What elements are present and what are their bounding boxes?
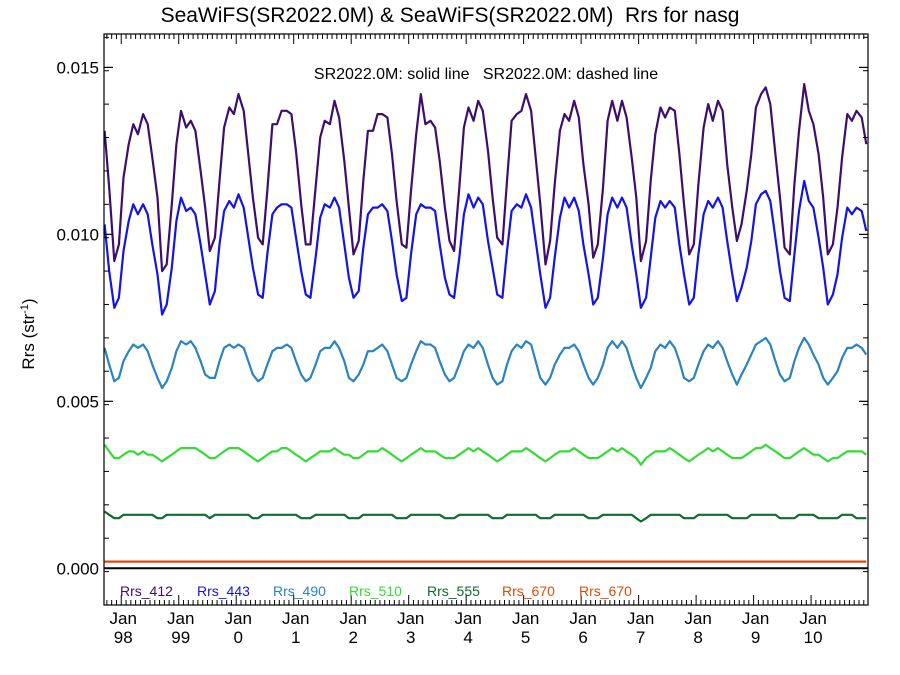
x-tick-label-year: 99 (171, 628, 190, 647)
x-tick-label-year: 98 (114, 628, 133, 647)
y-axis-label-main: Rrs (str (19, 314, 38, 370)
x-tick-label-month: Jan (167, 609, 194, 628)
legend-item-rrs-490-2: Rrs_490 (273, 583, 326, 599)
chart-annotation: SR2022.0M: solid line SR2022.0M: dashed … (314, 66, 658, 83)
y-axis-label-close: ) (19, 298, 38, 304)
x-tick-label-year: 5 (521, 628, 530, 647)
x-tick-label-month: Jan (512, 609, 539, 628)
axis-layer: 0.0000.0050.0100.015Jan98Jan99Jan0Jan1Ja… (56, 33, 869, 647)
x-tick-label-month: Jan (684, 609, 711, 628)
legend-item-rrs-670-6: Rrs_670 (579, 583, 632, 599)
x-tick-label-month: Jan (569, 609, 596, 628)
x-tick-label-month: Jan (799, 609, 826, 628)
legend-item-rrs-670-5: Rrs_670 (502, 583, 555, 599)
x-tick-label-year: 7 (636, 628, 645, 647)
y-axis-label-sup: -1 (19, 304, 31, 314)
series-line-rrs-555-4 (103, 510, 867, 523)
legend-item-rrs-443-1: Rrs_443 (197, 583, 250, 599)
x-tick-label-year: 2 (348, 628, 357, 647)
y-tick-label: 0.015 (56, 58, 99, 77)
x-tick-label-month: Jan (627, 609, 654, 628)
x-tick-label-month: Jan (454, 609, 481, 628)
series-line-rrs-412-0 (103, 82, 868, 273)
x-tick-label-month: Jan (110, 609, 137, 628)
x-tick-label-year: 4 (463, 628, 472, 647)
y-tick-label: 0.005 (56, 392, 99, 411)
series-line-rrs-443-1 (103, 179, 868, 316)
x-tick-label-month: Jan (282, 609, 309, 628)
series-line-rrs-490-2 (103, 336, 868, 390)
legend-item-rrs-510-3: Rrs_510 (349, 583, 402, 599)
legend-item-rrs-412-0: Rrs_412 (120, 583, 173, 599)
series-line-rrs-510-3 (103, 443, 867, 466)
legend-item-rrs-555-4: Rrs_555 (427, 583, 480, 599)
x-tick-label-year: 6 (578, 628, 587, 647)
chart-title: SeaWiFS(SR2022.0M) & SeaWiFS(SR2022.0M) … (160, 4, 740, 27)
y-axis-label: Rrs (str-1) (19, 298, 38, 369)
x-tick-label-month: Jan (339, 609, 366, 628)
x-tick-label-year: 1 (291, 628, 300, 647)
plot-frame (103, 33, 869, 606)
y-tick-label: 0.000 (56, 559, 99, 578)
x-tick-label-month: Jan (225, 609, 252, 628)
series-layer (103, 82, 868, 563)
legend: Rrs_412 Rrs_443 Rrs_490 Rrs_510 Rrs_555 Rrs_6… (120, 583, 632, 599)
x-tick-label-year: 10 (804, 628, 823, 647)
x-tick-label-year: 0 (233, 628, 242, 647)
x-tick-label-month: Jan (397, 609, 424, 628)
x-tick-label-month: Jan (742, 609, 769, 628)
x-tick-label-year: 8 (693, 628, 702, 647)
x-tick-label-year: 9 (751, 628, 760, 647)
y-tick-label: 0.010 (56, 225, 99, 244)
x-tick-label-year: 3 (406, 628, 415, 647)
